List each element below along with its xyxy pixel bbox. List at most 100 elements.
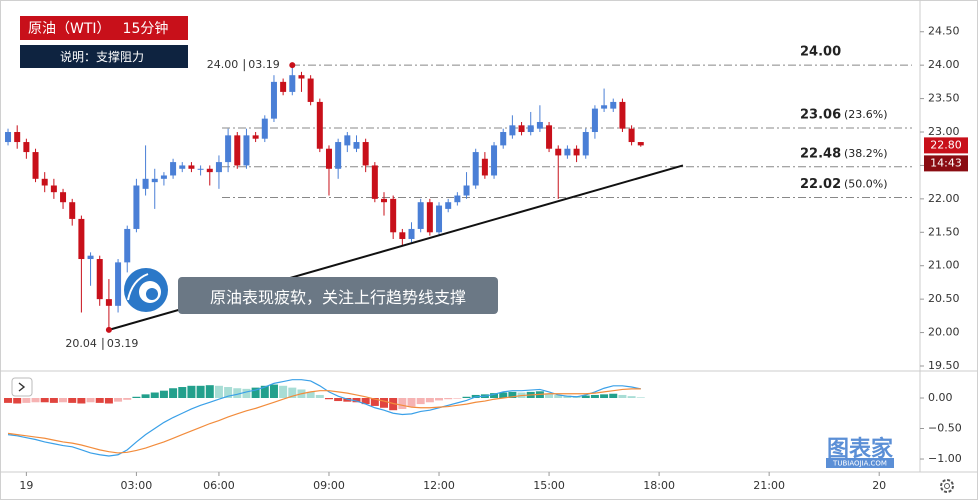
candle-body — [270, 81, 277, 119]
candle-body — [426, 202, 433, 233]
candle-body — [5, 132, 12, 143]
x-tick-label: 06:00 — [203, 479, 235, 492]
candle-body — [289, 75, 296, 92]
histogram-bar — [334, 398, 343, 402]
histogram-bar — [233, 388, 242, 399]
level-ratio: (38.2%) — [844, 147, 888, 160]
candle-body — [582, 132, 589, 156]
watermark: 图表家 — [827, 436, 894, 462]
histogram-bar — [361, 398, 370, 405]
histogram-bar — [462, 396, 471, 399]
expand-button[interactable] — [11, 377, 33, 397]
histogram-bar — [141, 394, 150, 399]
y-tick-label: 23.50 — [928, 92, 960, 105]
histogram-bar — [416, 398, 425, 405]
histogram-bar — [4, 398, 13, 403]
histogram-bar — [490, 393, 499, 399]
candle-body — [381, 198, 388, 203]
candle-body — [197, 168, 204, 170]
histogram-bar — [68, 398, 77, 403]
last-price-box — [924, 137, 968, 154]
histogram-bar — [627, 396, 636, 399]
candle-body — [14, 132, 21, 143]
histogram-bar — [352, 398, 361, 403]
point-label: 24.00 — [207, 58, 239, 71]
x-tick-label: 15:00 — [533, 479, 565, 492]
macd-line — [7, 379, 641, 457]
level-label: 24.00 — [800, 45, 841, 60]
y-tick-label: 20.50 — [928, 292, 960, 305]
candle-body — [252, 135, 259, 139]
candle-body — [481, 158, 488, 176]
candle-body — [390, 198, 397, 233]
candle-body — [527, 125, 534, 133]
candle-body — [601, 105, 608, 109]
histogram-bar — [288, 387, 297, 399]
level-label: 23.06 — [800, 108, 841, 123]
point-marker — [289, 62, 296, 69]
x-tick-label: 19 — [19, 479, 33, 492]
candle-body — [546, 125, 553, 149]
candle-body — [60, 192, 67, 203]
histogram-bar — [324, 398, 333, 400]
candle-body — [500, 132, 507, 146]
histogram-bar — [600, 394, 609, 399]
candle-body — [298, 75, 305, 79]
candle-body — [628, 128, 635, 143]
last-price-label: 22.80 — [930, 138, 962, 151]
histogram-bar — [425, 398, 434, 403]
level-label: 22.48 — [800, 146, 841, 161]
candle-body — [41, 178, 48, 186]
candle-body — [518, 125, 525, 133]
settings-icon[interactable] — [940, 479, 954, 493]
histogram-bar — [581, 395, 590, 399]
x-tick-label: 21:00 — [753, 479, 785, 492]
y-tick-label: 24.00 — [928, 58, 960, 71]
candle-body — [215, 162, 222, 173]
x-tick-label: 09:00 — [313, 479, 345, 492]
analyst-icon — [124, 268, 168, 312]
candle-body — [234, 135, 241, 166]
interval: 15分钟 — [122, 21, 169, 37]
candle-body — [179, 165, 186, 169]
title-box: 原油（WTI） 15分钟 — [20, 16, 188, 40]
candle-body — [206, 168, 213, 173]
candle-body — [344, 135, 351, 146]
candle-body — [417, 202, 424, 229]
candle-body — [362, 142, 369, 166]
y-tick-label: 21.00 — [928, 259, 960, 272]
histogram-bar — [380, 398, 389, 408]
candle-body — [445, 202, 452, 209]
histogram-bar — [123, 398, 132, 400]
level-ratio: (23.6%) — [844, 108, 888, 121]
candle-body — [170, 162, 177, 176]
histogram-bar — [636, 397, 645, 399]
y-tick-label: 24.50 — [928, 25, 960, 38]
histogram-bar — [132, 396, 141, 399]
candle-body — [280, 81, 287, 92]
point-label: 20.04 — [65, 337, 97, 350]
histogram-bar — [40, 398, 49, 403]
point-marker — [105, 326, 112, 333]
candle-body — [69, 202, 76, 219]
candle-body — [335, 142, 342, 169]
candle-body — [509, 125, 516, 136]
x-tick-label: 03:00 — [121, 479, 153, 492]
histogram-bar — [104, 398, 113, 404]
candle-body — [591, 108, 598, 133]
point-date: 03.19 — [248, 58, 280, 71]
histogram-bar — [59, 398, 68, 403]
settings-icon-core — [944, 483, 950, 489]
histogram-bar — [306, 391, 315, 399]
candle-body — [307, 78, 314, 102]
watermark-band — [826, 458, 894, 468]
histogram-bar — [150, 392, 159, 399]
candle-body — [142, 178, 149, 189]
candle-body — [50, 185, 57, 193]
histogram-bar — [444, 398, 453, 400]
candle-body — [536, 121, 543, 129]
candle-body — [96, 259, 103, 300]
level-label: 22.02 — [800, 177, 841, 192]
candle-body — [243, 135, 250, 166]
